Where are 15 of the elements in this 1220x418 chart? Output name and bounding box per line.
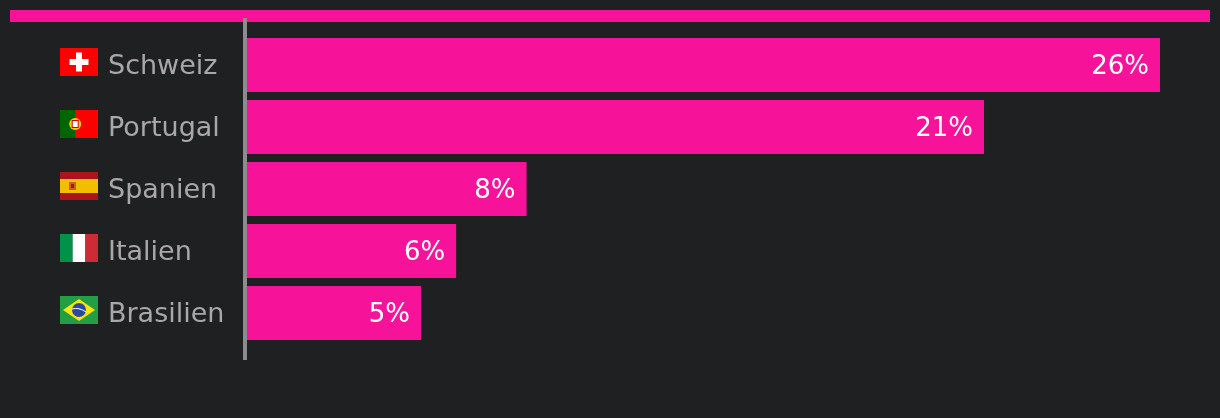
- data-label: 26%: [1091, 50, 1149, 80]
- y-tick-label: Spanien: [108, 173, 218, 204]
- data-label: 8%: [474, 174, 516, 204]
- bar: [245, 224, 457, 278]
- data-label: 21%: [915, 112, 974, 142]
- bar: [245, 286, 421, 340]
- bar: [245, 100, 985, 154]
- bar: [245, 38, 1160, 92]
- y-tick-label: Schweiz: [108, 49, 218, 80]
- data-label: 5%: [368, 298, 410, 328]
- data-label: 6%: [403, 236, 446, 266]
- y-tick-label: Italien: [108, 235, 192, 266]
- y-tick-label: Brasilien: [108, 297, 225, 328]
- bar: [245, 162, 527, 216]
- y-tick-label: Portugal: [108, 111, 220, 142]
